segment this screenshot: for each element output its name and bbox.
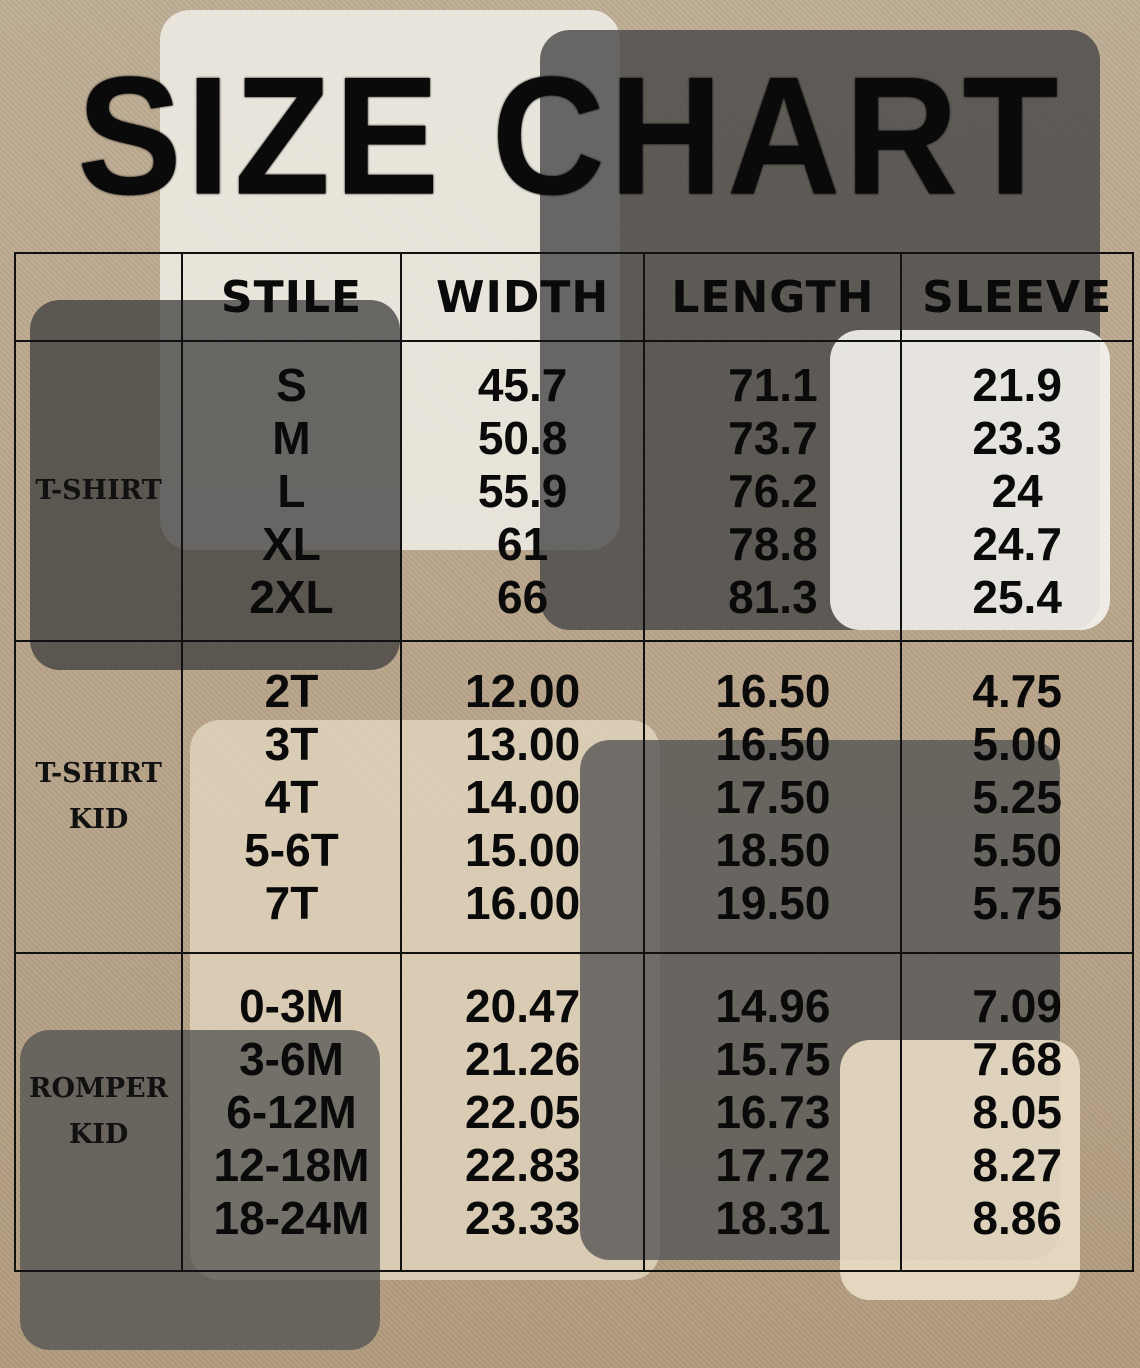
width-cell: 12.00 13.00 14.00 15.00 16.00 xyxy=(399,640,646,954)
value-text: 25.4 xyxy=(972,570,1062,623)
value-text: 12.00 xyxy=(465,664,581,717)
value-text: 7.09 xyxy=(972,979,1062,1032)
header-style: STILE xyxy=(181,252,402,342)
value-text: 15.75 xyxy=(715,1032,831,1085)
value-text: 22.83 xyxy=(465,1138,581,1191)
value-text: 3-6M xyxy=(239,1032,344,1085)
value-text: 5.75 xyxy=(972,876,1062,929)
value-text: 18-24M xyxy=(213,1191,370,1244)
value-text: 4.75 xyxy=(972,664,1062,717)
value-text: M xyxy=(272,411,311,464)
value-text: 5.50 xyxy=(972,823,1062,876)
value-text: 24.7 xyxy=(972,517,1062,570)
value-text: 73.7 xyxy=(728,411,818,464)
value-text: 2XL xyxy=(249,570,334,623)
value-text: 14.96 xyxy=(715,979,831,1032)
category-line: KID xyxy=(68,804,129,835)
width-cell: 45.7 50.8 55.9 61 66 xyxy=(399,340,646,642)
length-cell: 71.1 73.7 76.2 78.8 81.3 xyxy=(643,340,903,642)
category-line: ROMPER xyxy=(29,1073,169,1104)
category-line: T-SHIRT xyxy=(35,475,162,506)
category-label: ROMPER KID xyxy=(13,952,184,1272)
value-text: 55.9 xyxy=(477,464,568,517)
value-text: 81.3 xyxy=(728,570,818,623)
value-text: 7T xyxy=(264,876,319,929)
value-text: 16.50 xyxy=(715,664,831,717)
category-label: T-SHIRT KID xyxy=(13,640,184,954)
value-text: 20.47 xyxy=(465,979,581,1032)
value-text: 15.00 xyxy=(465,823,581,876)
value-text: 18.50 xyxy=(715,823,831,876)
value-text: 19.50 xyxy=(715,876,831,929)
value-text: 17.72 xyxy=(715,1138,831,1191)
value-text: 8.86 xyxy=(972,1191,1062,1244)
value-text: 76.2 xyxy=(728,464,818,517)
value-text: 12-18M xyxy=(213,1138,370,1191)
sleeve-cell: 7.09 7.68 8.05 8.27 8.86 xyxy=(900,952,1134,1272)
sizes-cell: 0-3M 3-6M 6-12M 12-18M 18-24M xyxy=(181,952,402,1272)
value-text: 21.26 xyxy=(465,1032,581,1085)
sleeve-cell: 4.75 5.00 5.25 5.50 5.75 xyxy=(900,640,1134,954)
value-text: 0-3M xyxy=(239,979,344,1032)
value-text: 14.00 xyxy=(465,770,581,823)
table-row: T-SHIRT S M L XL 2XL 45.7 50.8 55.9 61 66 71.1 73… xyxy=(13,340,1134,642)
value-text: 66 xyxy=(497,570,549,623)
value-text: 61 xyxy=(497,517,549,570)
value-text: 24 xyxy=(991,464,1043,517)
table-row: ROMPER KID 0-3M 3-6M 6-12M 12-18M 18-24M 20.4… xyxy=(13,952,1134,1272)
value-text: 17.50 xyxy=(715,770,831,823)
value-text: 5.25 xyxy=(972,770,1062,823)
value-text: 16.73 xyxy=(715,1085,831,1138)
category-line: KID xyxy=(68,1119,129,1150)
sleeve-cell: 21.9 23.3 24 24.7 25.4 xyxy=(900,340,1134,642)
value-text: 7.68 xyxy=(972,1032,1062,1085)
category-label: T-SHIRT xyxy=(13,340,184,642)
value-text: 2T xyxy=(264,664,319,717)
value-text: 6-12M xyxy=(226,1085,357,1138)
value-text: 13.00 xyxy=(465,717,581,770)
header-width: WIDTH xyxy=(399,252,646,342)
header-row: STILE WIDTH LENGTH SLEEVE xyxy=(13,252,1134,342)
category-line: T-SHIRT xyxy=(35,758,162,789)
value-text: 18.31 xyxy=(715,1191,831,1244)
value-text: 5.00 xyxy=(972,717,1062,770)
value-text: 5-6T xyxy=(244,823,339,876)
value-text: 71.1 xyxy=(728,358,818,411)
value-text: 8.05 xyxy=(972,1085,1062,1138)
header-sleeve: SLEEVE xyxy=(900,252,1134,342)
header-empty xyxy=(13,252,184,342)
size-table: STILE WIDTH LENGTH SLEEVE T-SHIRT S M L XL 2… xyxy=(13,252,1134,1272)
length-cell: 14.96 15.75 16.73 17.72 18.31 xyxy=(643,952,903,1272)
value-text: S xyxy=(276,358,307,411)
value-text: 3T xyxy=(264,717,319,770)
value-text: 23.3 xyxy=(972,411,1062,464)
value-text: 16.50 xyxy=(715,717,831,770)
value-text: 16.00 xyxy=(465,876,581,929)
value-text: 45.7 xyxy=(477,358,568,411)
length-cell: 16.50 16.50 17.50 18.50 19.50 xyxy=(643,640,903,954)
table-row: T-SHIRT KID 2T 3T 4T 5-6T 7T 12.00 13.00 14.00 1… xyxy=(13,640,1134,954)
value-text: 78.8 xyxy=(728,517,818,570)
sizes-cell: S M L XL 2XL xyxy=(181,340,402,642)
value-text: XL xyxy=(262,517,321,570)
width-cell: 20.47 21.26 22.05 22.83 23.33 xyxy=(399,952,646,1272)
value-text: 21.9 xyxy=(972,358,1062,411)
value-text: 50.8 xyxy=(477,411,568,464)
page-title: SIZE CHART xyxy=(77,41,1063,230)
value-text: 22.05 xyxy=(465,1085,581,1138)
value-text: L xyxy=(277,464,306,517)
value-text: 23.33 xyxy=(465,1191,581,1244)
value-text: 4T xyxy=(264,770,319,823)
value-text: 8.27 xyxy=(972,1138,1062,1191)
header-length: LENGTH xyxy=(643,252,903,342)
sizes-cell: 2T 3T 4T 5-6T 7T xyxy=(181,640,402,954)
